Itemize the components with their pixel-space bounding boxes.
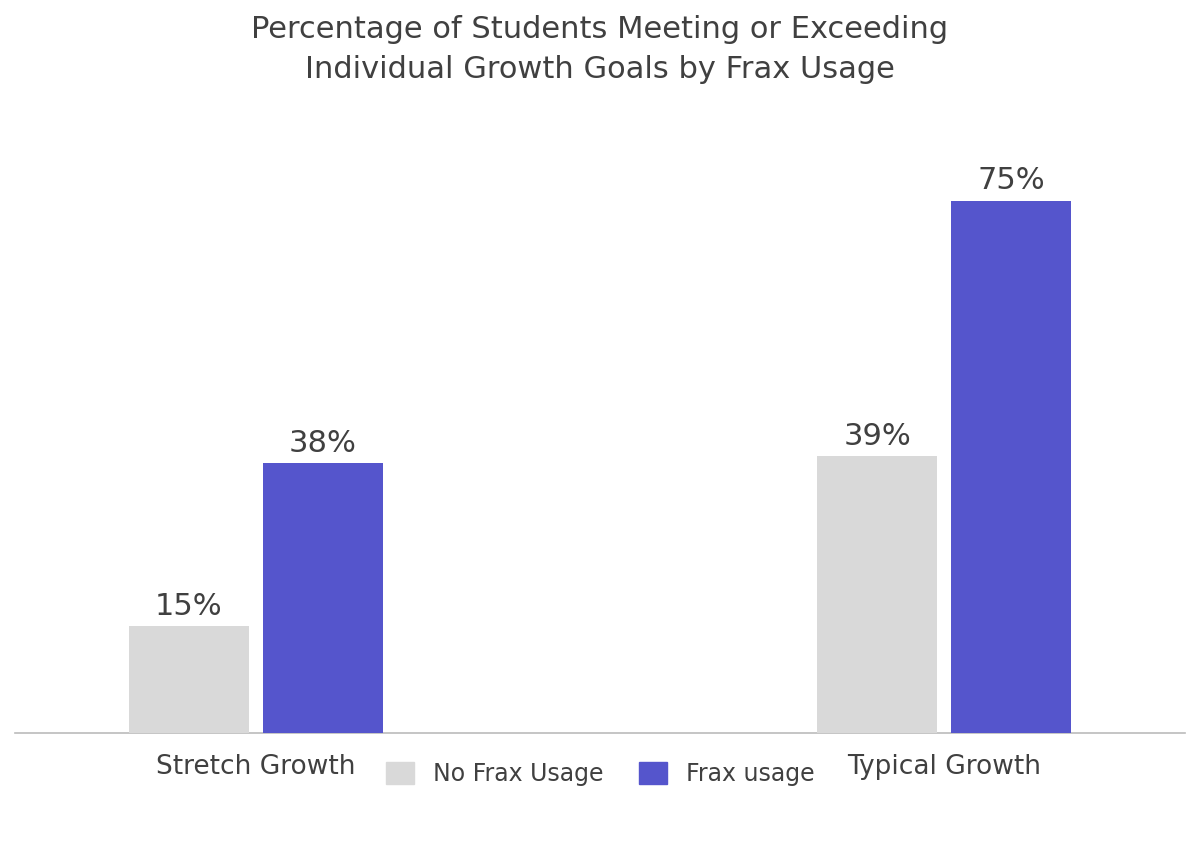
Text: 39%: 39% [844, 421, 911, 450]
Text: 75%: 75% [978, 166, 1045, 196]
Title: Percentage of Students Meeting or Exceeding
Individual Growth Goals by Frax Usag: Percentage of Students Meeting or Exceed… [252, 15, 948, 85]
Text: 15%: 15% [155, 592, 222, 621]
Bar [263, 463, 383, 733]
Legend: No Frax Usage, Frax usage: No Frax Usage, Frax usage [376, 753, 824, 795]
Bar [950, 201, 1072, 733]
Bar [128, 627, 248, 733]
Text: 38%: 38% [289, 428, 356, 458]
Bar [817, 456, 937, 733]
